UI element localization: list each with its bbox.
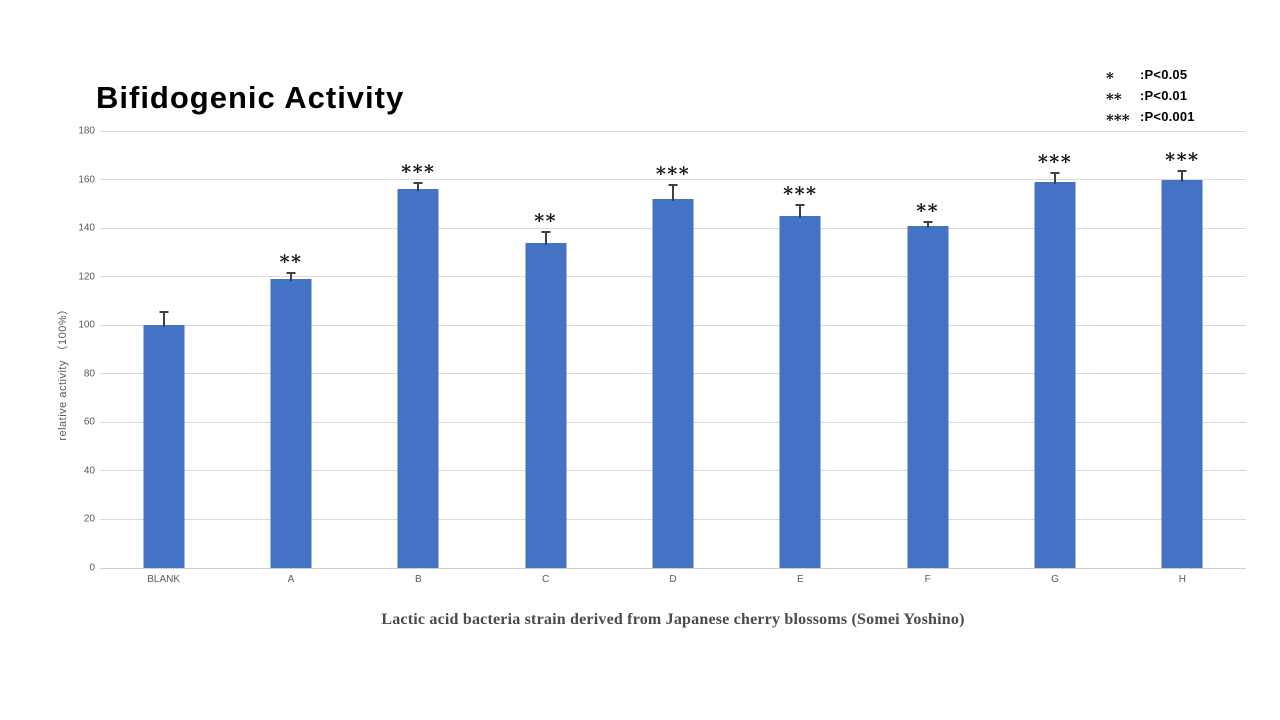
error-bar xyxy=(162,310,165,328)
significance-label: *** xyxy=(1037,151,1073,174)
gridline xyxy=(100,130,1246,132)
error-bar-cap xyxy=(668,184,678,187)
error-bar xyxy=(1054,172,1056,184)
bar xyxy=(270,279,312,568)
x-tick-label: BLANK xyxy=(147,574,181,585)
error-bar xyxy=(290,271,292,282)
significance-label: *** xyxy=(1165,148,1200,171)
y-tick-label: 20 xyxy=(83,513,95,525)
bar xyxy=(397,189,439,568)
error-bar xyxy=(544,230,547,245)
significance-label: *** xyxy=(783,182,818,205)
x-tick-label: A xyxy=(287,574,295,585)
legend-stars: *** xyxy=(1106,110,1130,129)
error-bar xyxy=(1181,169,1184,182)
x-tick-label: C xyxy=(542,574,550,585)
y-tick-label: 120 xyxy=(78,271,95,283)
error-bar-cap xyxy=(541,230,551,233)
bar xyxy=(779,215,821,568)
gridline xyxy=(100,567,1246,569)
error-bar-cap xyxy=(159,310,169,313)
bar xyxy=(1161,179,1203,568)
error-bar-cap xyxy=(795,203,805,206)
legend-label: :P<0.001 xyxy=(1140,109,1195,124)
bar xyxy=(143,325,185,568)
x-tick-label: B xyxy=(414,574,422,585)
legend-row: *** :P<0.001 xyxy=(1106,106,1195,127)
error-bar xyxy=(799,203,802,218)
x-axis-caption: Lactic acid bacteria strain derived from… xyxy=(381,611,965,628)
page-title: Bifidogenic Activity xyxy=(96,80,405,115)
gridline xyxy=(100,179,1246,181)
y-tick-label: 60 xyxy=(83,416,95,428)
significance-legend: * :P<0.05 ** :P<0.01 *** :P<0.001 xyxy=(1106,64,1195,127)
error-bar-cap xyxy=(923,220,933,223)
x-tick-label: F xyxy=(924,574,931,585)
x-tick-label: H xyxy=(1178,574,1186,585)
significance-label: *** xyxy=(655,163,691,186)
significance-label: ** xyxy=(279,250,303,273)
x-tick-label: E xyxy=(796,574,804,585)
y-tick-label: 40 xyxy=(83,465,95,477)
error-bar-cap xyxy=(286,271,296,274)
significance-label: ** xyxy=(534,209,558,232)
legend-label: :P<0.05 xyxy=(1140,67,1188,82)
legend-stars: * xyxy=(1106,68,1114,87)
y-tick-label: 180 xyxy=(78,125,95,137)
bar xyxy=(907,225,949,568)
y-tick-label: 80 xyxy=(83,368,95,380)
plot-area: 0 20 40 60 80 100 120 140 160 180 BLANK ** A *** B ** C *… xyxy=(78,126,1246,585)
bar xyxy=(525,242,567,568)
significance-label: *** xyxy=(401,160,436,183)
error-bar-cap xyxy=(1050,172,1060,175)
error-bar-cap xyxy=(1177,169,1187,172)
bar xyxy=(652,198,694,568)
y-tick-label: 0 xyxy=(89,562,95,574)
x-tick-label: D xyxy=(669,574,677,585)
error-bar xyxy=(417,182,420,192)
legend-label: :P<0.01 xyxy=(1140,88,1188,103)
significance-label: ** xyxy=(916,199,940,222)
legend-row: * :P<0.05 xyxy=(1106,64,1195,85)
error-bar xyxy=(926,220,929,228)
bar xyxy=(1034,181,1076,568)
error-bar-cap xyxy=(413,181,423,184)
y-tick-label: 100 xyxy=(78,319,95,331)
legend-row: ** :P<0.01 xyxy=(1106,85,1195,106)
y-tick-label: 140 xyxy=(78,222,95,234)
x-tick-label: G xyxy=(1051,574,1059,585)
y-tick-label: 160 xyxy=(78,174,95,186)
legend-stars: ** xyxy=(1106,89,1122,108)
error-bar xyxy=(672,184,674,201)
